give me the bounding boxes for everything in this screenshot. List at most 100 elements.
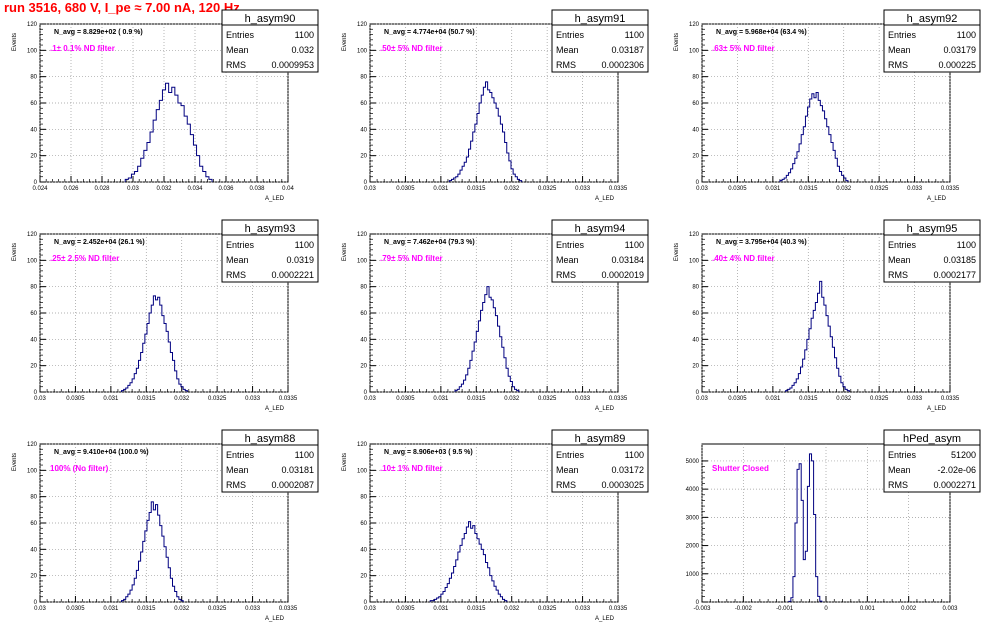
- y-tick-label: 120: [689, 22, 700, 28]
- histogram-bars: [120, 501, 184, 602]
- x-tick-label: 0.031: [433, 396, 449, 402]
- x-axis-label: A_LED: [265, 406, 285, 412]
- run-title: run 3516, 680 V, I_pe ≈ 7.00 nA, 120 Hz: [4, 0, 240, 15]
- x-tick-label: -0.003: [693, 606, 711, 612]
- y-tick-label: 80: [360, 495, 367, 501]
- x-tick-label: 0.0315: [137, 606, 156, 612]
- panel-title: N_avg = 3.795e+04 (40.3 %): [716, 239, 807, 246]
- x-tick-label: 0.03: [34, 396, 46, 402]
- y-tick-label: 80: [360, 285, 367, 291]
- x-tick-label: 0.032: [174, 396, 190, 402]
- y-tick-label: 120: [689, 232, 700, 238]
- stats-box: h_asym94 Entries 1100 Mean 0.03184 RMS 0.00020…: [551, 219, 649, 283]
- x-tick-label: 0.0315: [137, 396, 156, 402]
- x-tick-label: 0.031: [433, 186, 449, 192]
- stats-value: 0.0003025: [601, 480, 644, 490]
- x-tick-label: 0.03: [696, 396, 708, 402]
- stats-value: 0.03185: [943, 255, 976, 265]
- stats-label: RMS: [226, 60, 246, 70]
- x-tick-label: 0.032: [504, 396, 520, 402]
- x-tick-label: 0.0315: [467, 396, 486, 402]
- y-tick-label: 20: [360, 364, 367, 370]
- x-tick-label: 0.0335: [941, 396, 960, 402]
- x-tick-label: 0.032: [836, 396, 852, 402]
- panel-h_asym92: 0.03 0.0305 0.031 0.0315 0.032 0.0325 0.033 0.0…: [674, 9, 981, 202]
- x-tick-label: 0.032: [156, 186, 172, 192]
- x-tick-label: 0.0335: [609, 186, 628, 192]
- stats-value: 1100: [295, 240, 314, 250]
- x-tick-label: 0.033: [575, 606, 591, 612]
- histogram-name: h_asym91: [575, 13, 626, 25]
- stats-box-frame: [551, 219, 649, 283]
- panel-title: N_avg = 8.829e+02 ( 0.9 %): [54, 29, 143, 36]
- stats-label: RMS: [888, 480, 908, 490]
- y-tick-label: 40: [692, 337, 699, 343]
- x-tick-label: 0.0335: [279, 396, 298, 402]
- y-tick-label: 60: [692, 311, 699, 317]
- stats-label: Mean: [226, 255, 249, 265]
- x-tick-label: 0.0305: [396, 186, 415, 192]
- x-tick-label: 0.0305: [396, 606, 415, 612]
- stats-value: 1100: [295, 450, 314, 460]
- stats-label: Mean: [556, 465, 579, 475]
- y-tick-label: 0: [364, 600, 368, 606]
- y-tick-label: 20: [360, 574, 367, 580]
- stats-box-frame: [551, 9, 649, 73]
- stats-label: Mean: [226, 45, 249, 55]
- panel-h_asym94: 0.03 0.0305 0.031 0.0315 0.032 0.0325 0.033 0.0…: [342, 219, 649, 412]
- y-tick-label: 40: [30, 337, 37, 343]
- x-axis-label: A_LED: [595, 616, 615, 622]
- x-tick-label: 0.04: [282, 186, 294, 192]
- stats-label: Entries: [888, 450, 917, 460]
- x-tick-label: 0: [824, 606, 828, 612]
- filter-annotation: .1± 0.1% ND filter: [50, 44, 115, 53]
- stats-box: h_asym93 Entries 1100 Mean 0.0319 RMS 0.000222…: [221, 219, 319, 283]
- y-tick-label: 100: [357, 48, 368, 54]
- stats-label: Entries: [888, 240, 917, 250]
- y-tick-label: 80: [30, 285, 37, 291]
- stats-value: 1100: [295, 30, 314, 40]
- x-tick-label: 0.028: [94, 186, 110, 192]
- y-tick-label: 40: [30, 127, 37, 133]
- y-tick-label: 40: [692, 127, 699, 133]
- x-tick-label: 0.002: [901, 606, 917, 612]
- y-tick-label: 80: [692, 285, 699, 291]
- x-tick-label: 0.024: [32, 186, 48, 192]
- x-tick-label: 0.0305: [396, 396, 415, 402]
- y-tick-label: 40: [30, 547, 37, 553]
- stats-value: -2.02e-06: [937, 465, 976, 475]
- y-axis-label: Events: [342, 33, 348, 51]
- stats-box: h_asym91 Entries 1100 Mean 0.03187 RMS 0.00023…: [551, 9, 649, 73]
- histogram-name: hPed_asym: [903, 433, 961, 445]
- y-tick-label: 0: [34, 600, 38, 606]
- stats-value: 1100: [625, 240, 644, 250]
- y-axis-label: Events: [12, 453, 18, 471]
- filter-annotation: 100% (No filter): [50, 464, 109, 473]
- y-tick-label: 1000: [686, 572, 700, 578]
- y-tick-label: 60: [30, 101, 37, 107]
- stats-label: Entries: [556, 450, 585, 460]
- x-tick-label: 0.032: [174, 606, 190, 612]
- y-tick-label: 120: [357, 442, 368, 448]
- x-tick-label: 0.0325: [538, 396, 557, 402]
- x-tick-label: -0.002: [735, 606, 753, 612]
- stats-label: RMS: [556, 270, 576, 280]
- y-tick-label: 100: [27, 48, 38, 54]
- y-tick-label: 5000: [686, 459, 700, 465]
- panel-h_asym88: 0.03 0.0305 0.031 0.0315 0.032 0.0325 0.033 0.0…: [12, 429, 319, 622]
- stats-value: 0.0002221: [271, 270, 314, 280]
- stats-label: Mean: [888, 255, 911, 265]
- x-tick-label: 0.0315: [467, 606, 486, 612]
- stats-value: 0.0002019: [601, 270, 644, 280]
- x-tick-label: 0.0305: [728, 396, 747, 402]
- filter-annotation: .40± 4% ND filter: [712, 254, 775, 263]
- y-tick-label: 60: [692, 101, 699, 107]
- x-tick-label: 0.033: [907, 396, 923, 402]
- stats-value: 0.0002177: [933, 270, 976, 280]
- stats-label: Entries: [226, 30, 255, 40]
- filter-annotation: .50± 5% ND filter: [380, 44, 443, 53]
- y-tick-label: 80: [360, 75, 367, 81]
- stats-label: Entries: [226, 450, 255, 460]
- stats-label: Entries: [226, 240, 255, 250]
- x-axis-label: A_LED: [927, 406, 947, 412]
